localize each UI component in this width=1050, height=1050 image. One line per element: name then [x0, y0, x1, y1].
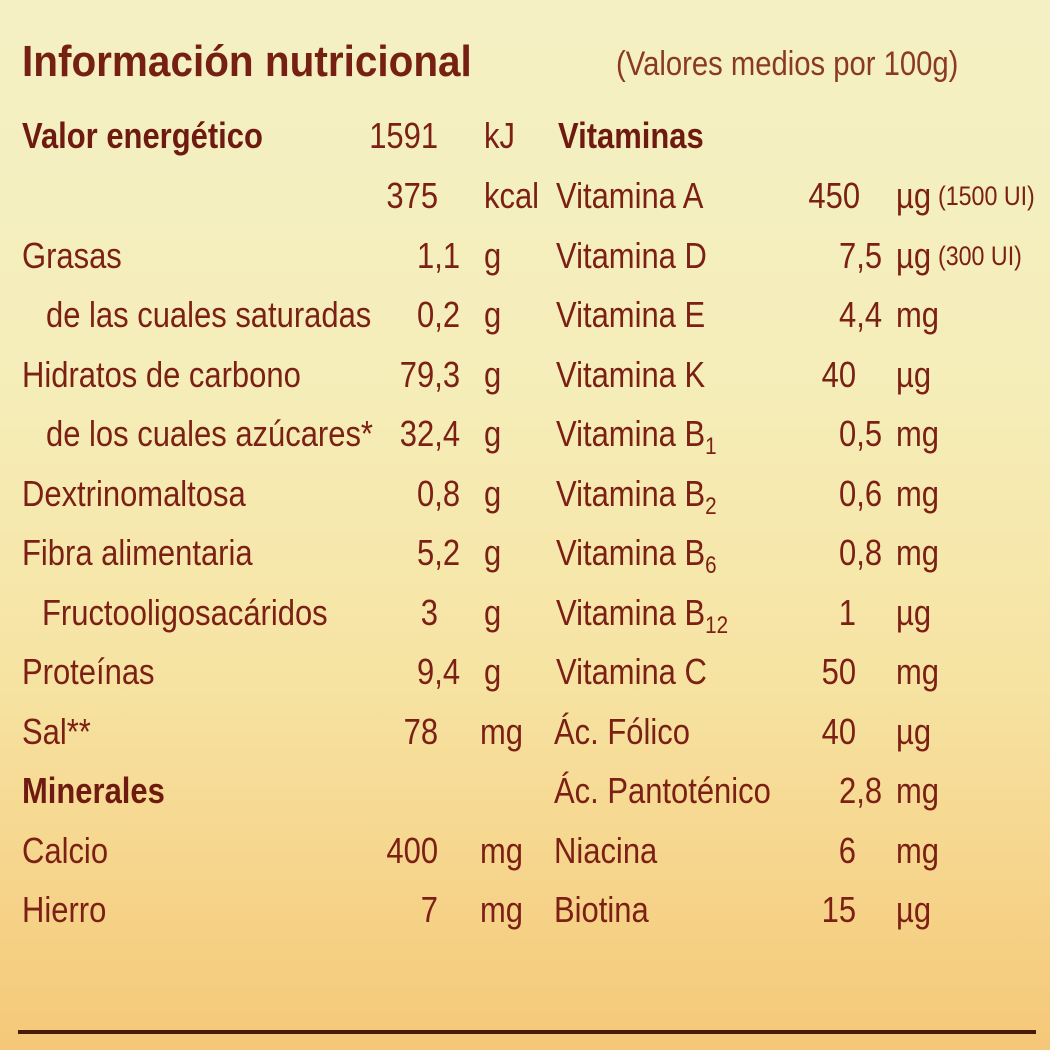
nutrient-value-fat: 1,1	[416, 235, 460, 276]
vitamins-heading: Vitaminas	[558, 115, 704, 156]
vitamin-value-b2: 0,6	[838, 473, 882, 514]
vitamin-note-a: (1500 UI)	[938, 181, 1035, 211]
energy-kj-unit: kJ	[484, 115, 515, 156]
nutrient-value-salt: 78	[403, 711, 438, 752]
vitamin-value-pantothenic: 2,8	[838, 770, 882, 811]
vitamin-unit-biotin: µg	[896, 889, 932, 930]
vitamin-unit-folic: µg	[896, 711, 932, 752]
nutrient-value-protein: 9,4	[416, 651, 460, 692]
vitamin-label-c: Vitamina C	[556, 651, 707, 692]
vitamin-value-k: 40	[821, 354, 856, 395]
energy-kj-value: 1591	[369, 115, 438, 156]
vitamin-label-a: Vitamina A	[556, 175, 704, 216]
mineral-label-calcium: Calcio	[22, 830, 109, 871]
vitamin-note-d: (300 UI)	[938, 241, 1022, 271]
energy-kcal-value: 375	[386, 175, 438, 216]
energy-label: Valor energético	[22, 115, 263, 156]
vitamin-subscript-b1: 1	[705, 433, 717, 460]
vitamin-subscript-b6: 6	[705, 552, 717, 579]
nutrient-value-sugars: 32,4	[399, 413, 460, 454]
nutrient-value-carbs: 79,3	[399, 354, 460, 395]
vitamin-label-k: Vitamina K	[556, 354, 706, 395]
nutrient-unit-dextrinomaltose: g	[484, 473, 502, 514]
nutrient-label-carbs: Hidratos de carbono	[22, 354, 301, 395]
nutrient-unit-salt: mg	[480, 711, 524, 752]
page-title: Información nutricional	[22, 37, 472, 86]
vitamin-value-niacin: 6	[838, 830, 856, 871]
vitamin-unit-pantothenic: mg	[896, 770, 940, 811]
nutrient-value-saturated: 0,2	[416, 294, 460, 335]
vitamin-value-e: 4,4	[838, 294, 882, 335]
vitamin-unit-b2: mg	[896, 473, 940, 514]
vitamin-unit-k: µg	[896, 354, 932, 395]
vitamin-label-pantothenic: Ác. Pantoténico	[554, 770, 771, 811]
mineral-value-calcium: 400	[386, 830, 438, 871]
nutrient-unit-fiber: g	[484, 532, 502, 573]
nutrient-unit-saturated: g	[484, 294, 502, 335]
mineral-unit-calcium: mg	[480, 830, 524, 871]
vitamin-value-b12: 1	[838, 592, 856, 633]
vitamin-label-niacin: Niacina	[554, 830, 658, 871]
nutrient-label-sugars: de los cuales azúcares*	[46, 413, 373, 454]
mineral-value-iron: 7	[420, 889, 438, 930]
bottom-divider	[18, 1030, 1036, 1034]
nutrient-label-salt: Sal**	[22, 711, 91, 752]
vitamin-unit-a: µg	[896, 175, 932, 216]
vitamin-unit-b1: mg	[896, 413, 940, 454]
vitamin-unit-e: mg	[896, 294, 940, 335]
vitamin-value-a: 450	[808, 175, 860, 216]
vitamin-subscript-b2: 2	[705, 493, 717, 520]
nutrient-unit-carbs: g	[484, 354, 502, 395]
vitamin-label-d: Vitamina D	[556, 235, 707, 276]
nutrient-label-fiber: Fibra alimentaria	[22, 532, 253, 573]
vitamin-unit-d: µg	[896, 235, 932, 276]
nutrient-unit-fos: g	[484, 592, 502, 633]
vitamin-label-b6: Vitamina B6	[556, 532, 717, 579]
vitamin-label-b2: Vitamina B2	[556, 473, 717, 520]
nutrient-value-fiber: 5,2	[416, 532, 460, 573]
nutrient-unit-sugars: g	[484, 413, 502, 454]
mineral-unit-iron: mg	[480, 889, 524, 930]
vitamin-value-d: 7,5	[838, 235, 882, 276]
vitamin-label-b1: Vitamina B1	[556, 413, 717, 460]
vitamin-value-c: 50	[821, 651, 856, 692]
nutrient-value-dextrinomaltose: 0,8	[416, 473, 460, 514]
nutrient-label-protein: Proteínas	[22, 651, 155, 692]
vitamin-unit-niacin: mg	[896, 830, 940, 871]
vitamin-subscript-b12: 12	[705, 612, 729, 639]
energy-kcal-unit: kcal	[484, 175, 540, 216]
vitamin-value-b1: 0,5	[838, 413, 882, 454]
vitamin-value-folic: 40	[821, 711, 856, 752]
nutrient-label-fat: Grasas	[22, 235, 122, 276]
nutrient-value-fos: 3	[420, 592, 438, 633]
vitamin-value-b6: 0,8	[838, 532, 882, 573]
vitamin-unit-c: mg	[896, 651, 940, 692]
vitamin-label-folic: Ác. Fólico	[554, 711, 690, 752]
mineral-label-iron: Hierro	[22, 889, 107, 930]
vitamin-label-biotin: Biotina	[554, 889, 649, 930]
page-subtitle: (Valores medios por 100g)	[616, 45, 959, 83]
nutrient-label-fos: Fructooligosacáridos	[42, 592, 328, 633]
vitamin-unit-b6: mg	[896, 532, 940, 573]
vitamin-label-b12: Vitamina B12	[556, 592, 729, 639]
nutrient-label-saturated: de las cuales saturadas	[46, 294, 372, 335]
nutrient-unit-fat: g	[484, 235, 502, 276]
minerals-heading: Minerales	[22, 770, 165, 811]
vitamin-value-biotin: 15	[821, 889, 856, 930]
vitamin-label-e: Vitamina E	[556, 294, 706, 335]
nutrient-label-dextrinomaltose: Dextrinomaltosa	[22, 473, 246, 514]
vitamin-unit-b12: µg	[896, 592, 932, 633]
nutrient-unit-protein: g	[484, 651, 502, 692]
